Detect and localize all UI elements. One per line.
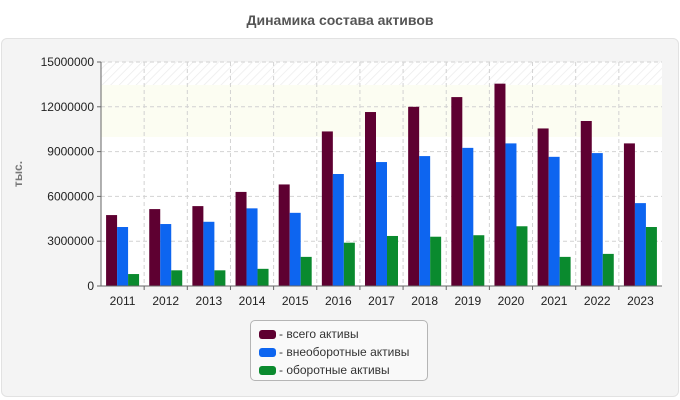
plot-band-upper xyxy=(101,62,662,85)
bar xyxy=(214,270,226,286)
bar xyxy=(430,236,442,286)
y-tick-label: 6000000 xyxy=(47,189,94,203)
bars-group xyxy=(106,83,657,287)
bar xyxy=(559,256,571,286)
x-tick-label: 2011 xyxy=(110,294,136,308)
legend-label-total-assets: - всего активы xyxy=(279,327,359,341)
bar xyxy=(634,203,646,286)
y-axis-ticks: 0 3000000 6000000 9000000 12000000 15000000 xyxy=(41,55,101,293)
bar xyxy=(494,83,506,287)
x-tick-label: 2020 xyxy=(498,294,525,308)
y-tick-label: 9000000 xyxy=(47,145,94,159)
legend-item-total-assets[interactable]: - всего активы xyxy=(259,325,427,343)
bar xyxy=(645,227,657,286)
x-tick-label: 2016 xyxy=(325,294,352,308)
x-tick-label: 2015 xyxy=(282,294,309,308)
bar xyxy=(300,256,312,286)
x-tick-label: 2014 xyxy=(239,294,266,308)
bar xyxy=(171,270,183,286)
bar xyxy=(235,191,247,286)
legend-item-current-assets[interactable]: - оборотные активы xyxy=(259,361,427,379)
y-tick-label: 0 xyxy=(87,279,94,293)
bar xyxy=(580,120,592,287)
bar xyxy=(257,268,269,286)
x-tick-label: 2017 xyxy=(368,294,395,308)
bar xyxy=(149,209,161,286)
bar xyxy=(332,174,344,286)
bar xyxy=(591,153,603,286)
bar xyxy=(473,235,485,286)
bar xyxy=(106,215,118,286)
bar xyxy=(602,253,614,286)
bar xyxy=(387,235,398,286)
bar xyxy=(462,147,474,286)
bar xyxy=(289,212,301,286)
y-tick-label: 12000000 xyxy=(41,100,95,114)
x-tick-label: 2019 xyxy=(454,294,481,308)
plot-band-highlight xyxy=(101,85,662,137)
bar xyxy=(321,131,333,286)
legend-swatch-current-assets xyxy=(259,365,276,375)
bar xyxy=(128,274,140,286)
bar xyxy=(537,128,549,286)
legend-swatch-noncurrent-assets xyxy=(259,347,276,357)
legend-label-current-assets: - оборотные активы xyxy=(279,363,390,377)
bar xyxy=(505,143,517,286)
bar xyxy=(376,162,387,286)
bar xyxy=(192,206,204,286)
x-axis-ticks: 2011 2012 2013 2014 2015 2016 2017 2018 2019 2020… xyxy=(110,286,654,308)
bar xyxy=(160,224,172,286)
y-axis-label: тыс. xyxy=(11,161,25,187)
y-tick-label: 3000000 xyxy=(47,234,94,248)
bar xyxy=(419,156,431,286)
x-tick-label: 2012 xyxy=(152,294,179,308)
y-tick-label: 15000000 xyxy=(41,55,95,69)
bar xyxy=(451,97,463,286)
x-tick-label: 2023 xyxy=(627,294,654,308)
bar xyxy=(246,208,258,286)
bar xyxy=(203,221,215,286)
x-tick-label: 2018 xyxy=(411,294,438,308)
legend-swatch-total-assets xyxy=(259,329,276,339)
x-tick-label: 2013 xyxy=(196,294,223,308)
bar xyxy=(623,143,635,286)
legend: - всего активы - внеоборотные активы - о… xyxy=(250,320,428,381)
legend-item-noncurrent-assets[interactable]: - внеоборотные активы xyxy=(259,343,427,361)
bar xyxy=(278,184,290,286)
bar xyxy=(343,242,355,286)
chart-title: Динамика состава активов xyxy=(246,12,434,28)
x-tick-label: 2021 xyxy=(541,294,568,308)
legend-label-noncurrent-assets: - внеоборотные активы xyxy=(279,345,410,359)
bar xyxy=(548,156,560,286)
bar xyxy=(365,112,376,286)
bar xyxy=(516,226,528,286)
x-tick-label: 2022 xyxy=(584,294,611,308)
bar xyxy=(117,227,129,286)
bar xyxy=(408,106,420,286)
